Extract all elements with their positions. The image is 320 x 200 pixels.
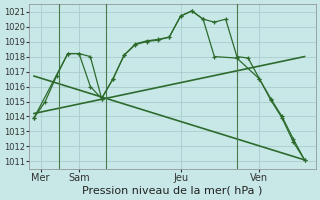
X-axis label: Pression niveau de la mer( hPa ): Pression niveau de la mer( hPa )	[83, 186, 263, 196]
